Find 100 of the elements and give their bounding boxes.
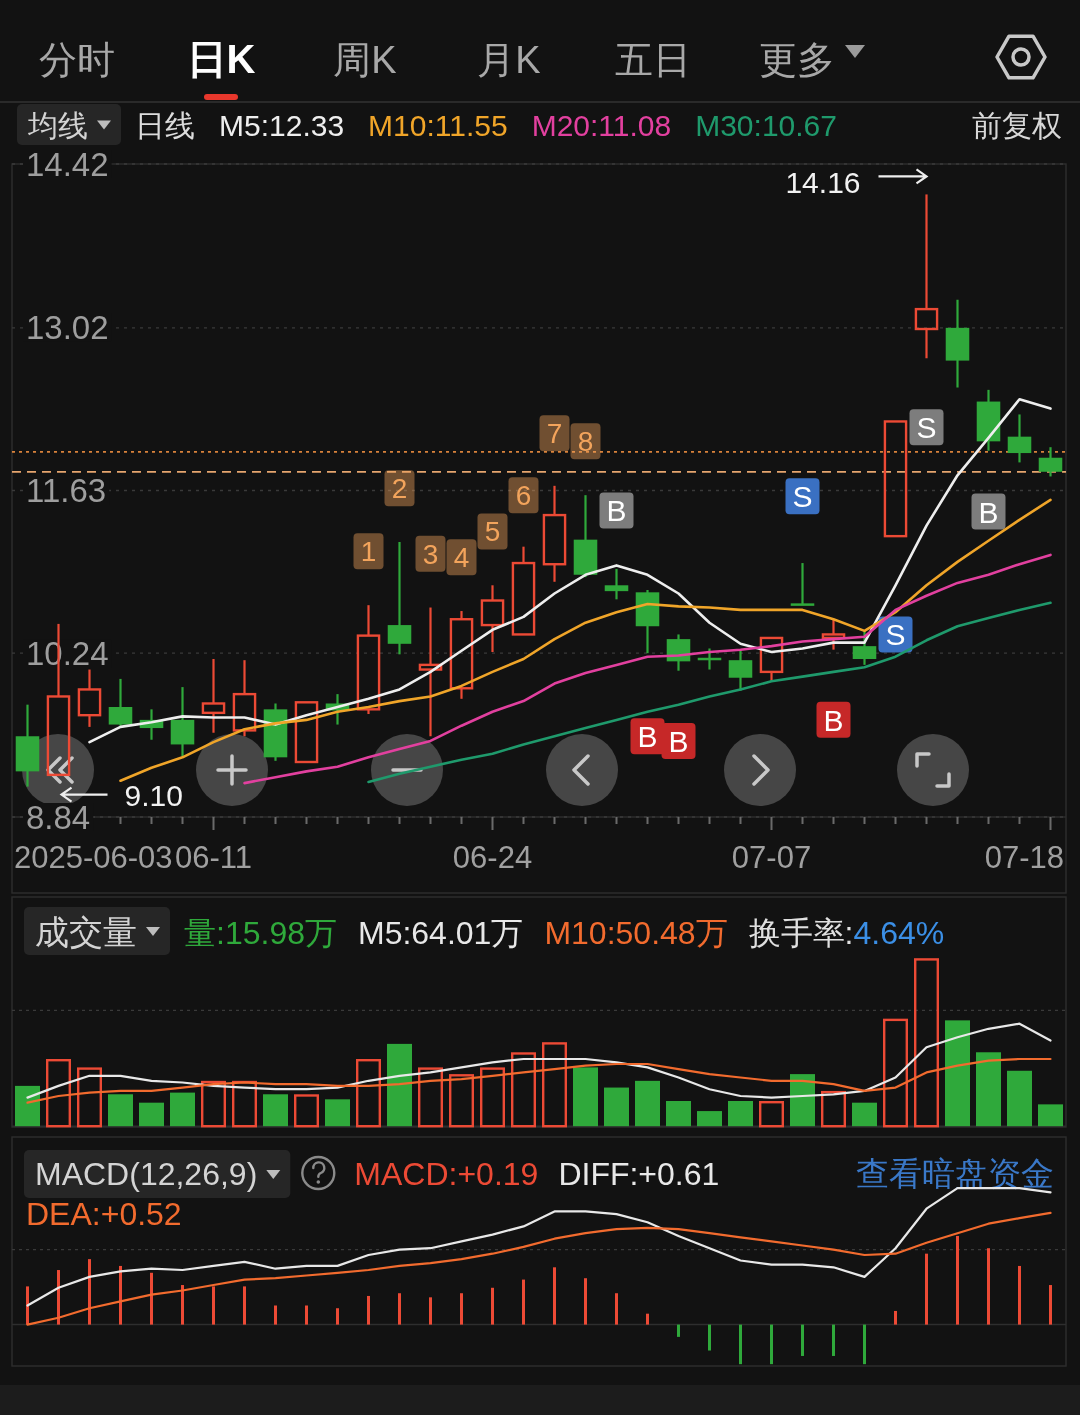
bar — [863, 1324, 866, 1365]
candlestick — [852, 629, 877, 666]
bar — [263, 1094, 288, 1127]
candlestick — [604, 567, 629, 601]
bar — [108, 1094, 133, 1127]
text: MACD:+0.19 — [354, 1156, 539, 1192]
chart-title: MACD(12,26,9) — [35, 1156, 258, 1192]
candlestick — [356, 604, 381, 716]
series-label: 3 — [422, 538, 439, 570]
bar — [170, 1092, 195, 1127]
x-tick-label: 06-24 — [452, 840, 533, 875]
tag: B — [599, 492, 634, 529]
bar — [1018, 1265, 1021, 1325]
bar — [883, 1018, 908, 1128]
bar — [201, 1080, 226, 1128]
text: 五日 — [615, 39, 691, 81]
bar — [945, 1020, 970, 1127]
chart-title: 均线 — [27, 109, 88, 142]
text: 2025-06-03 — [14, 840, 173, 875]
bar — [139, 1102, 164, 1127]
bar — [832, 1324, 835, 1356]
bar — [1038, 1104, 1063, 1127]
bar — [542, 1042, 567, 1128]
bar — [666, 1101, 691, 1127]
candlestick — [914, 193, 939, 360]
bar — [553, 1267, 556, 1325]
text: 月K — [477, 39, 541, 81]
candlestick — [108, 677, 133, 727]
bar — [770, 1324, 773, 1365]
bar — [491, 1287, 494, 1325]
text: M20:11.08 — [531, 109, 672, 142]
bar — [26, 1286, 29, 1325]
text: 07-18 — [984, 840, 1064, 875]
bar — [367, 1295, 370, 1325]
y-tick-label: 14.42 — [26, 145, 109, 183]
y-tick-label: 13.02 — [26, 309, 109, 347]
bar — [429, 1297, 432, 1325]
text: 日K — [186, 37, 256, 81]
candlestick — [77, 668, 102, 728]
text: 分时 — [39, 39, 115, 81]
bar — [150, 1272, 153, 1325]
text: 量:15.98万 — [184, 915, 337, 951]
candlestick — [1007, 413, 1032, 464]
bar — [914, 958, 939, 1128]
bar — [976, 1052, 1001, 1127]
bar — [728, 1101, 753, 1127]
bar — [635, 1080, 660, 1127]
x-tick-label: 06-11 — [175, 840, 252, 875]
candlestick — [201, 657, 226, 734]
series-label: 1 — [360, 536, 377, 568]
bar — [511, 1052, 536, 1128]
bar — [387, 1043, 412, 1127]
bar — [336, 1308, 339, 1325]
bar — [119, 1265, 122, 1325]
bar — [852, 1102, 877, 1127]
bar — [987, 1248, 990, 1325]
bar — [356, 1059, 381, 1128]
bar — [894, 1310, 897, 1325]
bar — [739, 1324, 742, 1365]
series-label: 6 — [515, 480, 532, 512]
bar — [697, 1111, 722, 1127]
y-tick-label: 11.63 — [26, 472, 107, 509]
bar — [460, 1293, 463, 1325]
bar — [522, 1279, 525, 1325]
x-tick-label: 07-07 — [731, 840, 812, 875]
chart-title: 成交量 — [35, 913, 137, 951]
bar — [790, 1074, 815, 1127]
series-label: 8 — [577, 426, 594, 458]
bar — [604, 1087, 629, 1127]
bar — [646, 1313, 649, 1325]
candlestick — [790, 561, 815, 607]
series-label: 2 — [391, 473, 408, 505]
annotation: 14.16 — [785, 166, 861, 200]
bar — [418, 1067, 443, 1128]
series-label: B — [637, 720, 658, 754]
text: 前复权 — [972, 109, 1062, 142]
bar — [232, 1080, 257, 1128]
series-label: B — [606, 494, 627, 528]
text: 更多 — [759, 39, 835, 81]
text: M5:12.33 — [219, 109, 345, 142]
bar — [449, 1074, 474, 1128]
bar — [294, 1094, 319, 1128]
tag: 8 — [570, 423, 601, 460]
candlestick — [232, 659, 257, 738]
bar — [305, 1305, 308, 1325]
bar — [925, 1253, 928, 1325]
bar — [398, 1293, 401, 1325]
candlestick — [387, 540, 412, 656]
tag: S — [909, 409, 944, 446]
bar — [181, 1285, 184, 1325]
series-label: DEA:+0.52 — [26, 1196, 182, 1232]
bar — [821, 1090, 846, 1128]
series-label: S — [916, 411, 937, 445]
series-label: 7 — [546, 418, 563, 450]
bar — [615, 1293, 618, 1325]
tag: 4 — [446, 539, 477, 576]
series-label: DIFF:+0.61 — [558, 1156, 720, 1192]
candlestick — [294, 701, 319, 764]
candlestick — [449, 609, 474, 700]
candlestick — [480, 584, 505, 654]
